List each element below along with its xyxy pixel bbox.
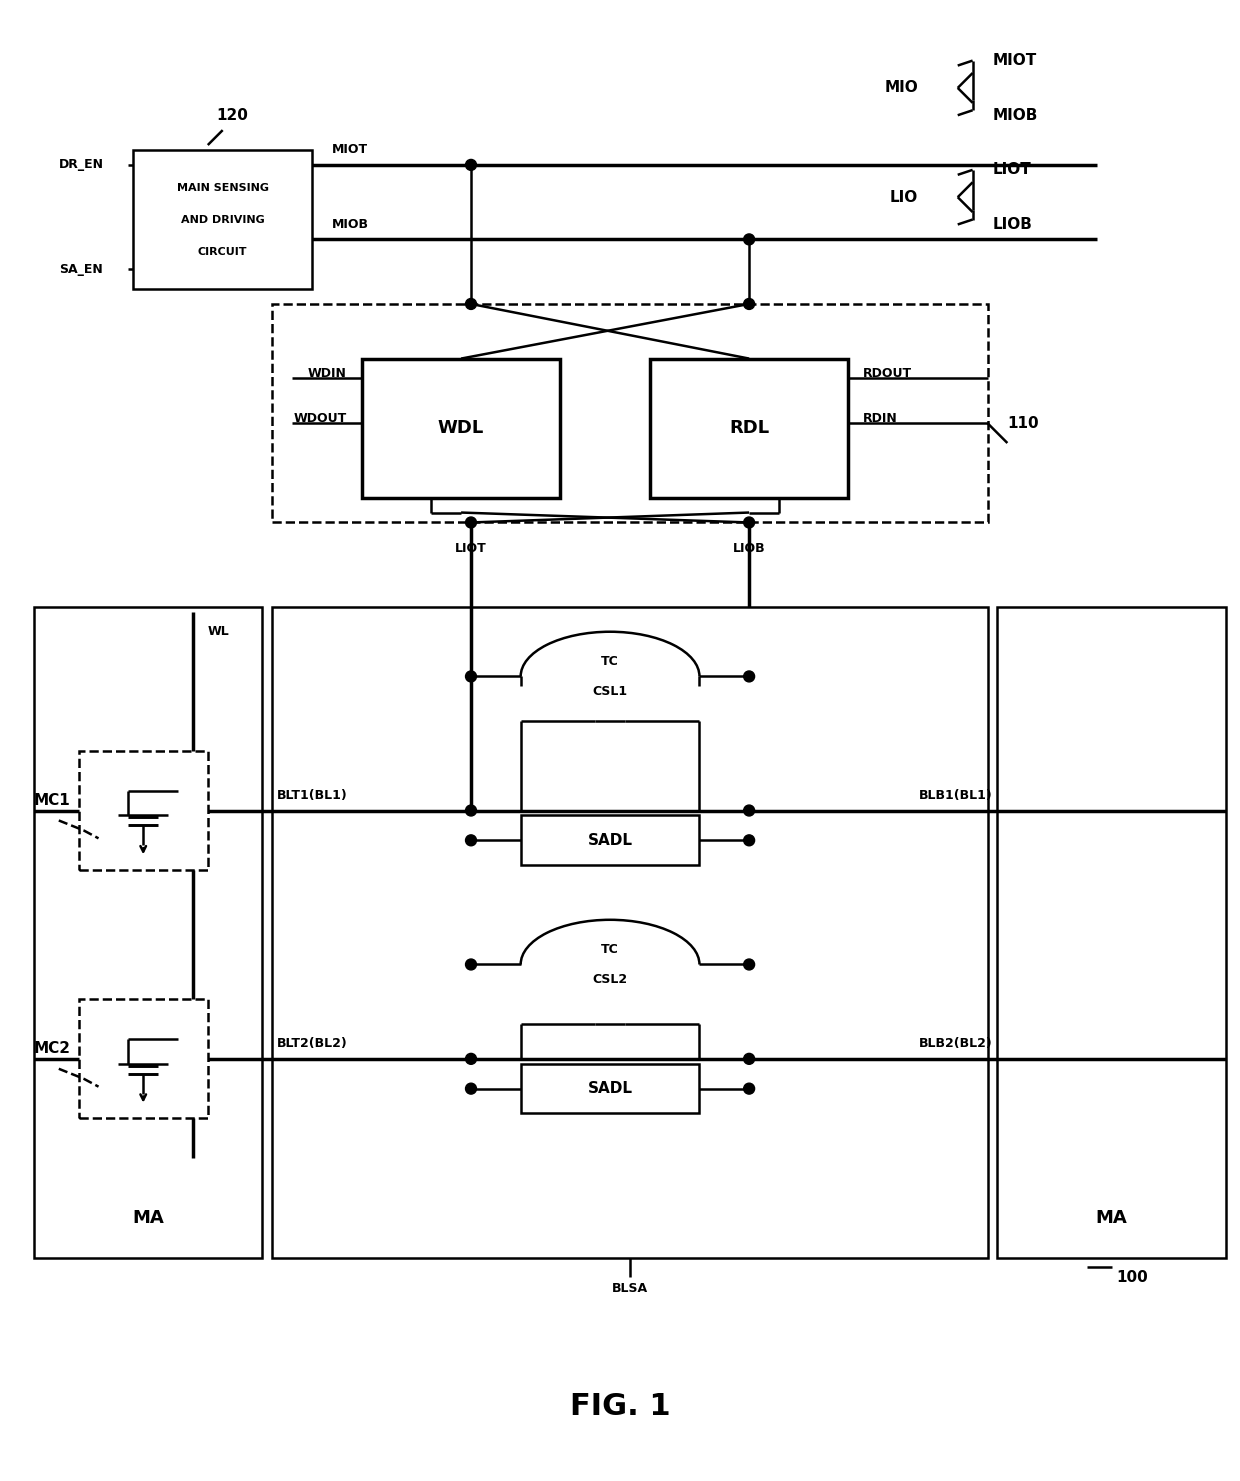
Text: FIG. 1: FIG. 1 [569, 1392, 671, 1420]
Bar [521, 1063, 699, 1114]
Text: BLSA: BLSA [611, 1283, 649, 1296]
Text: AND DRIVING: AND DRIVING [181, 215, 264, 225]
Bar [362, 358, 560, 498]
Bar [273, 607, 987, 1257]
Text: BLB2(BL2): BLB2(BL2) [919, 1038, 992, 1050]
Text: LIOB: LIOB [733, 542, 765, 555]
Text: MAIN SENSING: MAIN SENSING [176, 182, 269, 193]
Text: 100: 100 [1117, 1269, 1148, 1286]
Text: TC: TC [601, 943, 619, 957]
Bar [650, 358, 848, 498]
Text: WDL: WDL [438, 419, 484, 437]
Bar [78, 751, 208, 871]
Circle shape [744, 1053, 755, 1065]
Text: 110: 110 [1007, 416, 1039, 431]
Text: RDL: RDL [729, 419, 769, 437]
Text: SADL: SADL [588, 1081, 632, 1096]
Circle shape [465, 835, 476, 846]
Text: CSL1: CSL1 [593, 684, 627, 698]
Text: MIOT: MIOT [332, 144, 368, 157]
Circle shape [744, 299, 755, 310]
Text: WDIN: WDIN [308, 367, 347, 381]
Circle shape [465, 517, 476, 527]
Text: RDIN: RDIN [863, 412, 898, 425]
Circle shape [465, 299, 476, 310]
Circle shape [744, 671, 755, 681]
Text: MC1: MC1 [33, 794, 71, 809]
Text: WDOUT: WDOUT [294, 412, 347, 425]
Circle shape [465, 806, 476, 816]
Bar [521, 816, 699, 865]
Text: DR_EN: DR_EN [58, 158, 104, 172]
Circle shape [744, 806, 755, 816]
Text: TC: TC [601, 655, 619, 668]
Text: BLT1(BL1): BLT1(BL1) [278, 789, 348, 803]
Text: MIOB: MIOB [332, 218, 370, 231]
Circle shape [465, 671, 476, 681]
Text: MIOB: MIOB [992, 108, 1038, 123]
Circle shape [465, 960, 476, 970]
Bar [997, 607, 1226, 1257]
Text: WL: WL [208, 625, 229, 638]
Text: MA: MA [1096, 1208, 1127, 1226]
Bar [273, 304, 987, 523]
Bar [133, 150, 312, 289]
Circle shape [465, 1083, 476, 1094]
Text: SADL: SADL [588, 832, 632, 847]
Bar [78, 1000, 208, 1118]
Text: BLB1(BL1): BLB1(BL1) [919, 789, 992, 803]
Circle shape [744, 960, 755, 970]
Text: CSL2: CSL2 [593, 973, 627, 986]
Text: BLT2(BL2): BLT2(BL2) [278, 1038, 348, 1050]
Text: MIO: MIO [884, 80, 918, 95]
Circle shape [744, 835, 755, 846]
Text: LIOT: LIOT [992, 163, 1032, 178]
Text: MIOT: MIOT [992, 53, 1037, 68]
Circle shape [465, 1053, 476, 1065]
Text: MC2: MC2 [33, 1041, 71, 1056]
Circle shape [744, 1083, 755, 1094]
Bar [33, 607, 263, 1257]
Text: RDOUT: RDOUT [863, 367, 913, 381]
Text: 120: 120 [217, 108, 248, 123]
Text: MA: MA [133, 1208, 164, 1226]
Text: CIRCUIT: CIRCUIT [198, 246, 248, 256]
Circle shape [744, 517, 755, 527]
Text: LIOT: LIOT [455, 542, 487, 555]
Circle shape [465, 160, 476, 170]
Text: SA_EN: SA_EN [58, 262, 103, 275]
Text: LIOB: LIOB [992, 218, 1033, 233]
Text: LIO: LIO [890, 190, 918, 204]
Circle shape [744, 234, 755, 244]
